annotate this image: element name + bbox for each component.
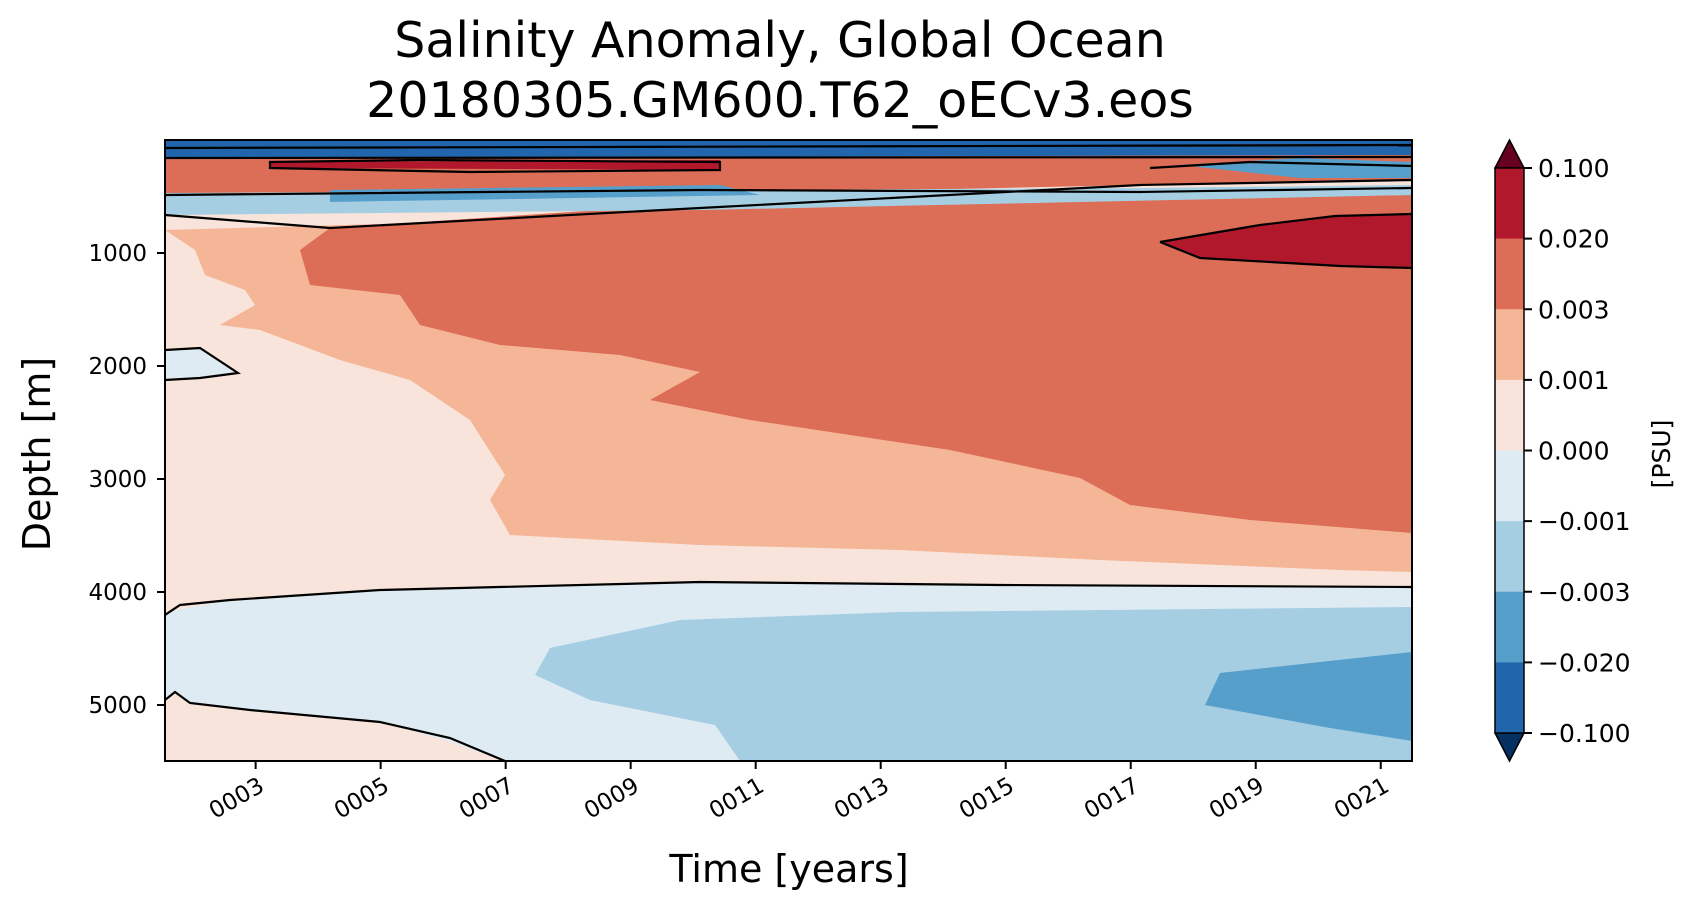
colorbar-label: [PSU]	[1647, 420, 1676, 489]
colorbar-swatch	[1495, 168, 1524, 240]
x-tick-label: 0003	[205, 773, 269, 825]
colorbar-tick-label: 0.001	[1538, 366, 1610, 395]
x-tick-label: 0021	[1330, 773, 1394, 825]
x-tick-label: 0005	[330, 773, 394, 825]
region-level-neg-abyss-mid	[535, 607, 1412, 761]
x-tick-label: 0017	[1080, 773, 1144, 825]
contour-line-abyss-zero	[165, 580, 1412, 616]
region-level-0.02	[165, 150, 1412, 533]
colorbar-tick-label: 0.020	[1538, 225, 1610, 254]
x-tick-label: 0013	[830, 773, 894, 825]
contour-line-wedge	[1159, 212, 1412, 270]
x-tick-label: 0015	[955, 773, 1019, 825]
colorbar-swatch	[1495, 450, 1524, 522]
colorbar-swatch	[1495, 309, 1524, 381]
region-level-neg-2000	[165, 348, 238, 378]
colorbar-extend-under	[1493, 732, 1526, 763]
x-tick-label: 0009	[580, 773, 644, 825]
region-level-0.1-wedge	[1160, 214, 1412, 268]
colorbar-swatch	[1495, 238, 1524, 310]
colorbar-tick-label: −0.003	[1538, 578, 1631, 607]
plot-frame	[164, 139, 1413, 762]
colorbar-swatch	[1495, 521, 1524, 593]
region-level-neg-surface-mid	[330, 185, 760, 202]
contour-line-surface-zero	[165, 178, 1412, 230]
contour-field	[165, 140, 1412, 761]
y-tick-label: 3000	[88, 467, 147, 493]
region-level-neg-surface-strong	[165, 140, 1412, 158]
contour-line-neg-2000	[165, 346, 242, 382]
y-tick-label: 2000	[88, 354, 147, 380]
colorbar-extend-over	[1493, 138, 1526, 169]
colorbar-swatch	[1495, 591, 1524, 663]
colorbar-tick-label: 0.003	[1538, 295, 1610, 324]
colorbar-tick-label: 0.100	[1538, 154, 1610, 183]
chart-subtitle: 20180305.GM600.T62_oECv3.eos	[366, 72, 1194, 129]
contour-line-surface-strong	[268, 158, 722, 174]
colorbar-tick-label: −0.100	[1538, 719, 1631, 748]
x-tick-label: 0011	[705, 773, 769, 825]
contour-line-surface-1	[165, 143, 1412, 150]
contour-line-surface-2	[165, 155, 1412, 160]
x-tick-label: 0019	[1205, 773, 1269, 825]
colorbar-swatch	[1495, 379, 1524, 451]
chart-title: Salinity Anomaly, Global Ocean	[394, 12, 1166, 69]
contour-line-abyss-bottom	[165, 690, 506, 761]
colorbar-swatch	[1495, 662, 1524, 734]
y-axis: 1000 2000 3000 4000 5000 Depth [m]	[15, 241, 165, 719]
colorbar: 0.100 0.020 0.003 0.001 0.000 −0.001 −0.003 −0.…	[1493, 138, 1676, 763]
contour-line-surface-zero-2	[165, 186, 1412, 197]
x-axis-label: Time [years]	[668, 847, 908, 891]
y-tick-label: 4000	[88, 580, 147, 606]
y-tick-label: 1000	[88, 241, 147, 267]
region-level-neg-abyss-strong	[1205, 652, 1412, 741]
x-tick-label: 0007	[455, 773, 519, 825]
region-level-0.1-surface	[270, 160, 720, 170]
contour-lines	[165, 143, 1412, 761]
colorbar-tick-label: −0.020	[1538, 648, 1631, 677]
y-axis-label: Depth [m]	[15, 357, 59, 552]
colorbar-tick-label: −0.001	[1538, 507, 1631, 536]
contour-line-right-surface	[1149, 160, 1412, 170]
x-axis: 0003 0005 0007 0009 0011 0013 0015 0017 0019 0021…	[205, 761, 1394, 891]
colorbar-tick-label: 0.000	[1538, 437, 1610, 466]
y-tick-label: 5000	[88, 693, 147, 719]
